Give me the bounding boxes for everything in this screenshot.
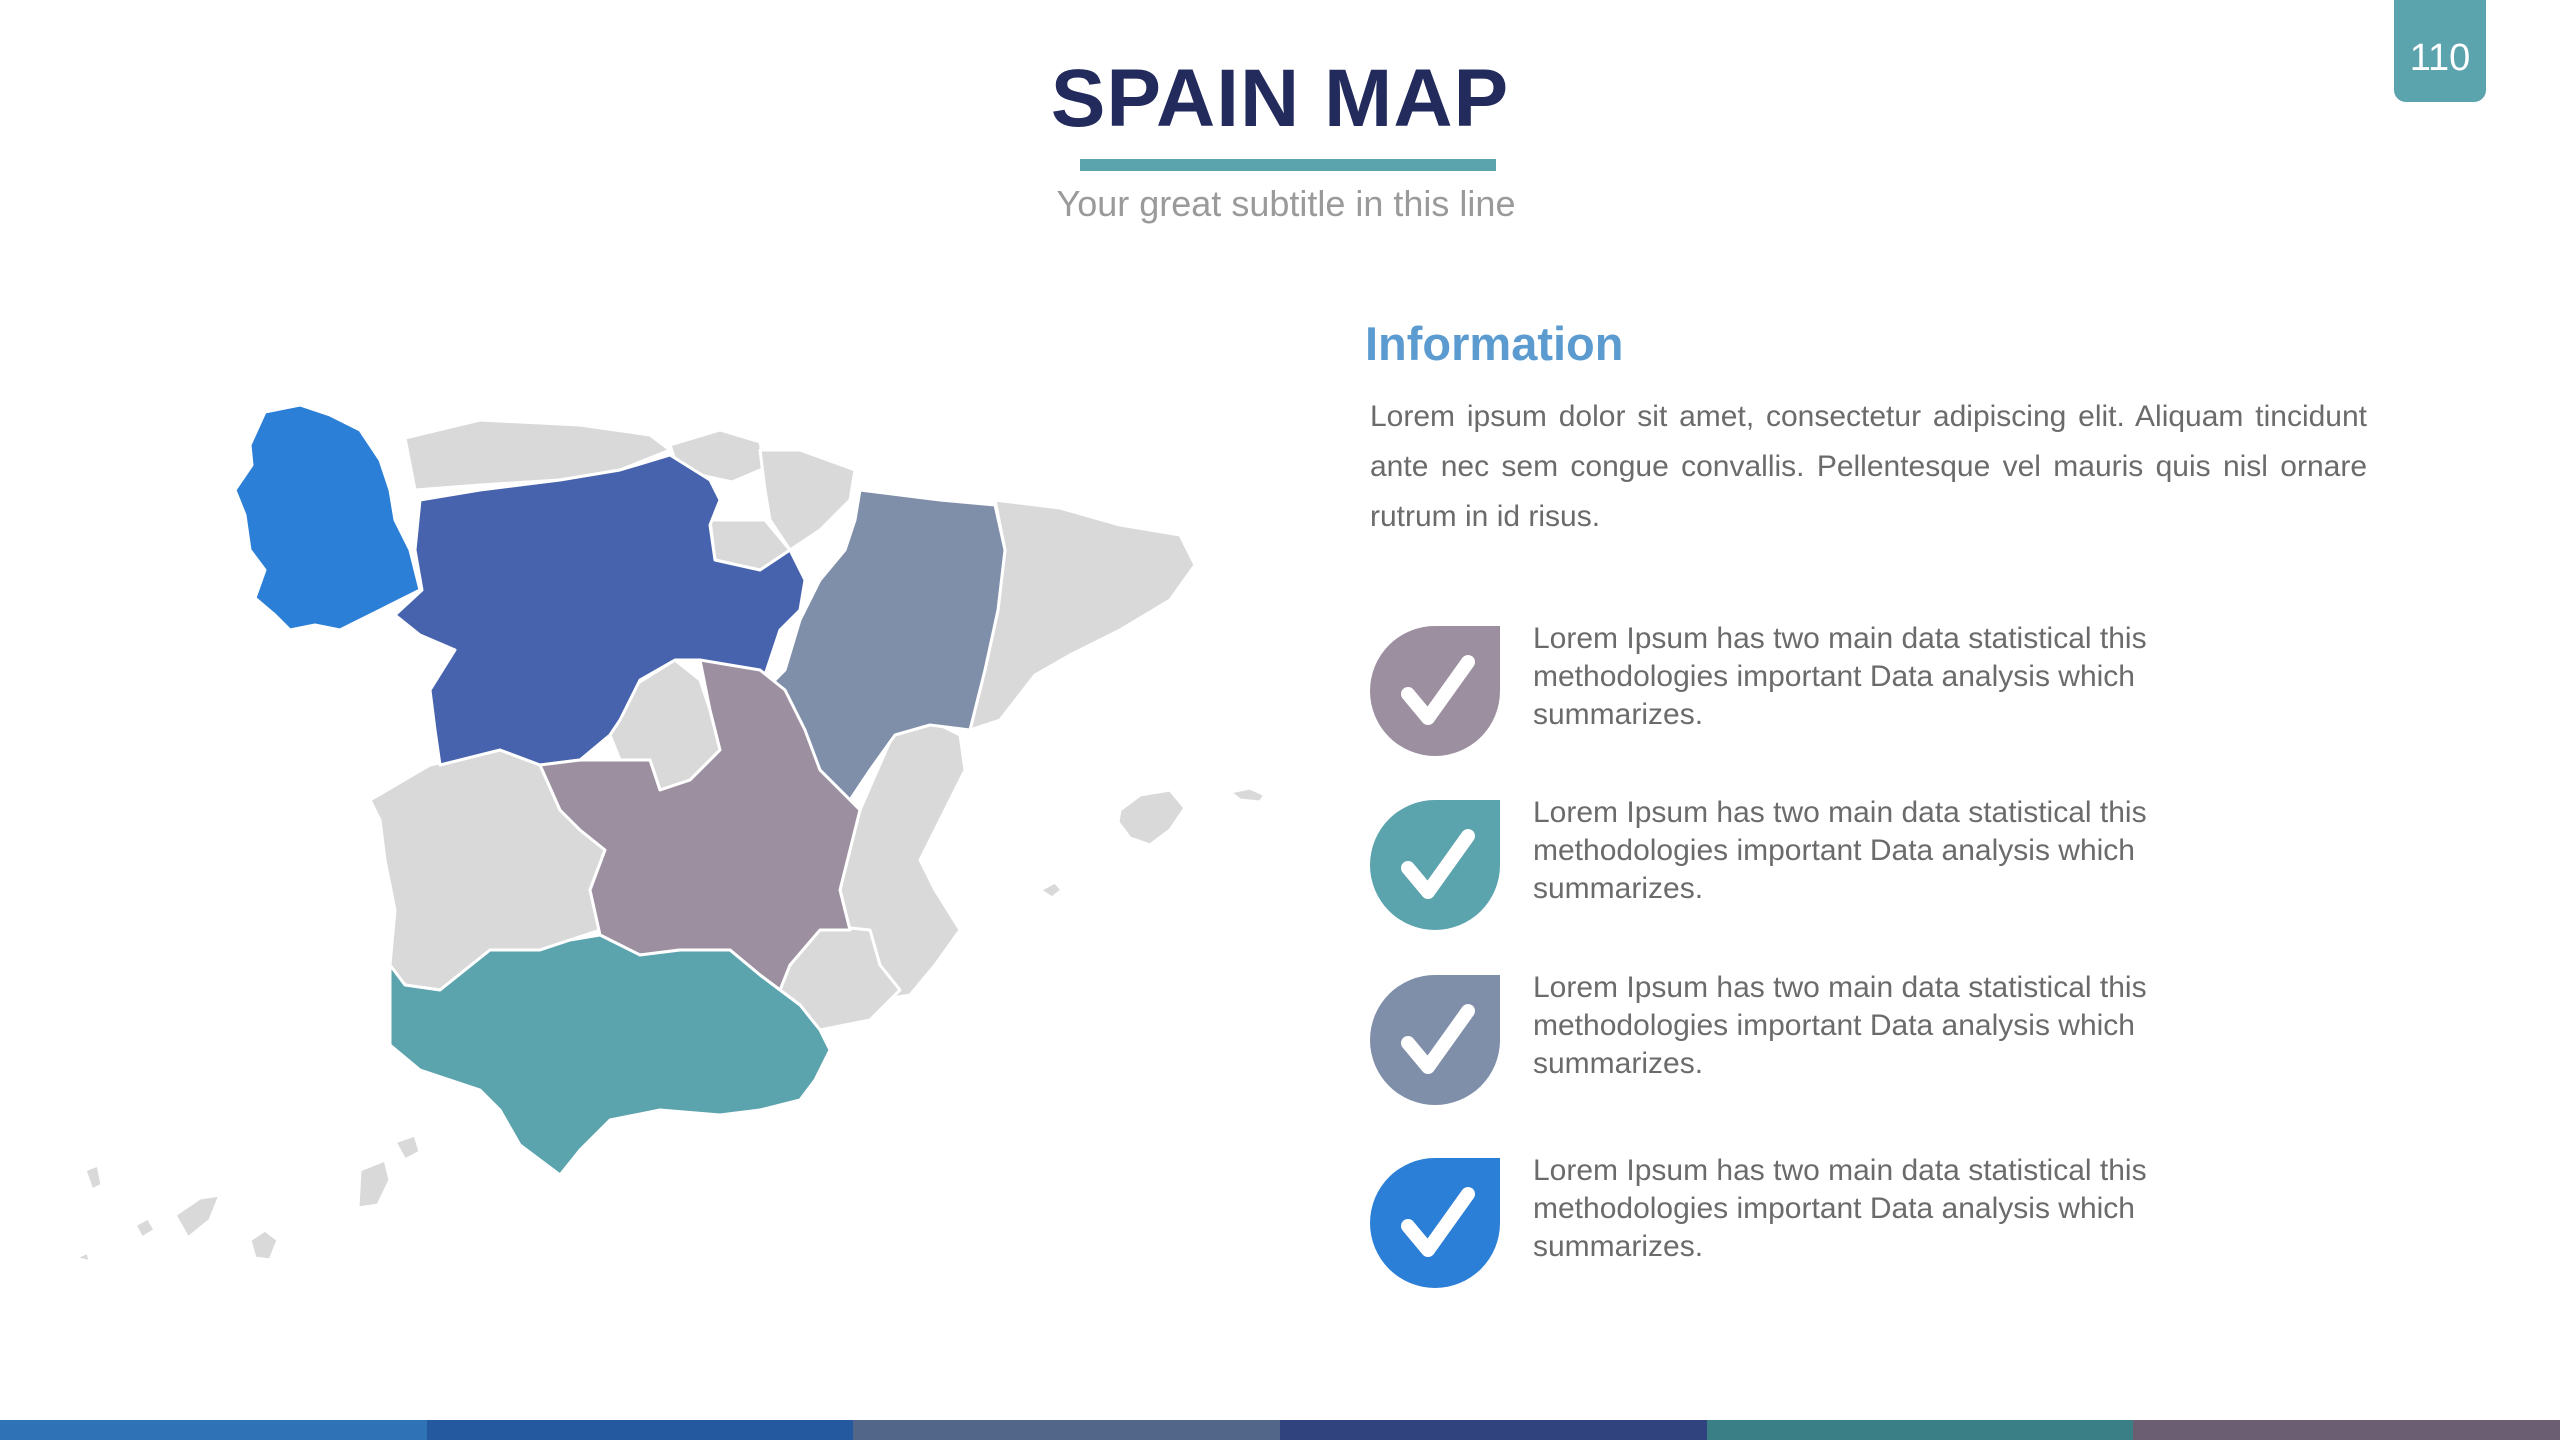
list-item-text: Lorem Ipsum has two main data statistica… [1533,796,2147,905]
list-item: Lorem Ipsum has two main data statistica… [1368,1154,2268,1292]
region-catalonia [968,498,1197,732]
list-item-text: Lorem Ipsum has two main data statistica… [1533,622,2147,731]
check-icon [1370,1158,1500,1288]
footer-bar-segment [1706,1420,2134,1440]
list-item: Lorem Ipsum has two main data statistica… [1368,796,2268,934]
footer-bar-segment [2133,1420,2560,1440]
footer-color-bar [0,1420,2560,1440]
info-heading: Information [1365,317,1624,370]
page-title: SPAIN MAP [1050,53,1510,144]
spain-map [60,390,1290,1290]
footer-bar-segment [426,1420,854,1440]
page-number: 110 [2394,0,2486,102]
check-icon [1370,800,1500,930]
check-badge [1368,1156,1502,1290]
list-item: Lorem Ipsum has two main data statistica… [1368,622,2268,760]
region-canary-islands [73,1133,422,1264]
check-icon [1370,626,1500,756]
check-badge [1368,624,1502,758]
title-underline [1080,159,1496,171]
check-badge [1368,798,1502,932]
list-item: Lorem Ipsum has two main data statistica… [1368,971,2268,1109]
region-balearic-islands [1038,786,1267,900]
list-item-text: Lorem Ipsum has two main data statistica… [1533,971,2147,1080]
region-andalusia [388,933,832,1177]
check-badge [1368,973,1502,1107]
footer-bar-segment [0,1420,427,1440]
region-navarra [758,448,857,552]
footer-bar-segment [853,1420,1281,1440]
info-body: Lorem ipsum dolor sit amet, consectetur … [1370,400,2367,533]
check-icon [1370,975,1500,1105]
region-galicia [233,403,422,632]
page-subtitle: Your great subtitle in this line [1056,183,1516,224]
list-item-text: Lorem Ipsum has two main data statistica… [1533,1154,2147,1263]
footer-bar-segment [1280,1420,1707,1440]
